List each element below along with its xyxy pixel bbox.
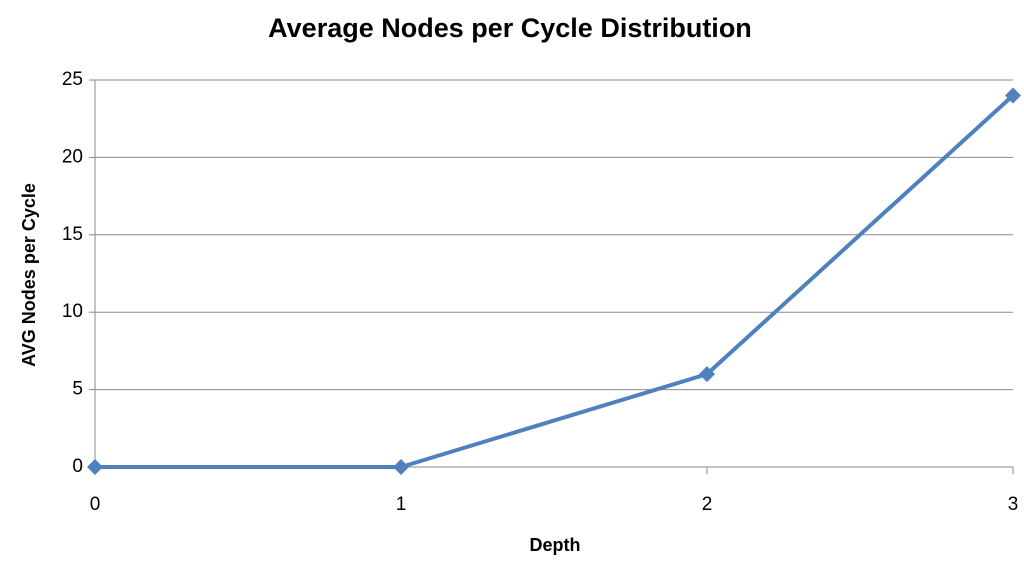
- y-tick-label: 0: [72, 456, 83, 477]
- data-point: [699, 366, 715, 383]
- data-point: [87, 459, 103, 475]
- x-tick-label: 2: [702, 494, 713, 515]
- y-tick-label: 5: [72, 379, 83, 400]
- data-point: [393, 459, 409, 475]
- chart-title: Average Nodes per Cycle Distribution: [268, 13, 752, 43]
- y-tick-label: 20: [62, 146, 83, 167]
- x-axis-title: Depth: [530, 535, 581, 555]
- y-tick-label: 10: [62, 301, 83, 322]
- x-tick-label: 1: [396, 494, 407, 515]
- x-tick-label: 3: [1008, 494, 1019, 515]
- y-tick-label: 15: [62, 224, 83, 245]
- data-point: [1005, 87, 1021, 104]
- y-tick-label: 25: [62, 69, 83, 90]
- series-line: [95, 94, 1015, 469]
- x-tick-label: 0: [90, 494, 101, 515]
- y-axis-title: AVG Nodes per Cycle: [19, 183, 39, 367]
